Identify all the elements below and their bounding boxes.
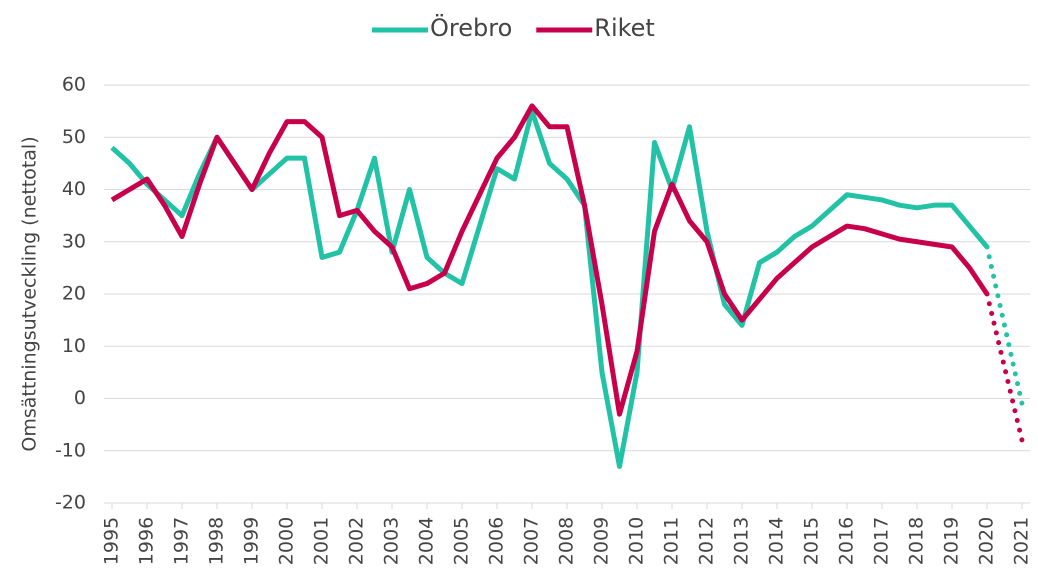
x-tick-label: 1996 xyxy=(136,517,158,565)
series-line-dotted xyxy=(984,244,1025,407)
y-tick-label: -10 xyxy=(55,439,86,461)
y-tick-label: 40 xyxy=(62,178,86,200)
x-tick-label: 2013 xyxy=(731,517,753,565)
x-tick-label: 2000 xyxy=(276,517,298,565)
x-tick-label: 2010 xyxy=(626,517,648,565)
x-tick-label: 2001 xyxy=(311,517,333,565)
series-line xyxy=(110,103,990,417)
y-tick-label: 20 xyxy=(62,283,86,305)
series-line xyxy=(110,108,989,469)
x-tick-label: 2008 xyxy=(556,517,578,565)
x-tick-label: 2017 xyxy=(871,517,893,565)
y-axis-label: Omsättningsutveckling (nettotal) xyxy=(19,136,41,451)
x-tick-label: 2003 xyxy=(381,517,403,565)
x-tick-label: 2014 xyxy=(766,517,788,565)
legend-label: Riket xyxy=(594,14,655,42)
x-tick-label: 1998 xyxy=(206,517,228,565)
x-tick-label: 2007 xyxy=(521,517,543,565)
x-tick-label: 2018 xyxy=(906,517,928,565)
x-tick-label: 2019 xyxy=(941,517,963,565)
x-tick-label: 2009 xyxy=(591,517,613,565)
x-tick-label: 2004 xyxy=(416,517,438,565)
y-tick-label: -20 xyxy=(55,492,86,514)
y-tick-label: 60 xyxy=(62,74,86,96)
x-tick-label: 2012 xyxy=(696,517,718,565)
x-tick-label: 2011 xyxy=(661,517,683,565)
x-tick-label: 1997 xyxy=(171,517,193,565)
y-tick-label: 0 xyxy=(74,387,86,409)
x-tick-label: 2005 xyxy=(451,517,473,565)
y-tick-label: 10 xyxy=(62,335,86,357)
x-tick-label: 2006 xyxy=(486,517,508,565)
x-tick-label: 2021 xyxy=(1011,517,1033,565)
legend-label: Örebro xyxy=(430,13,512,42)
y-tick-label: 30 xyxy=(62,230,86,252)
x-tick-label: 2002 xyxy=(346,517,368,565)
x-tick-label: 2020 xyxy=(976,517,998,565)
y-tick-label: 50 xyxy=(62,126,86,148)
x-tick-label: 1995 xyxy=(101,517,123,565)
x-tick-label: 2015 xyxy=(801,517,823,565)
x-tick-label: 2016 xyxy=(836,517,858,565)
x-tick-label: 1999 xyxy=(241,517,263,565)
